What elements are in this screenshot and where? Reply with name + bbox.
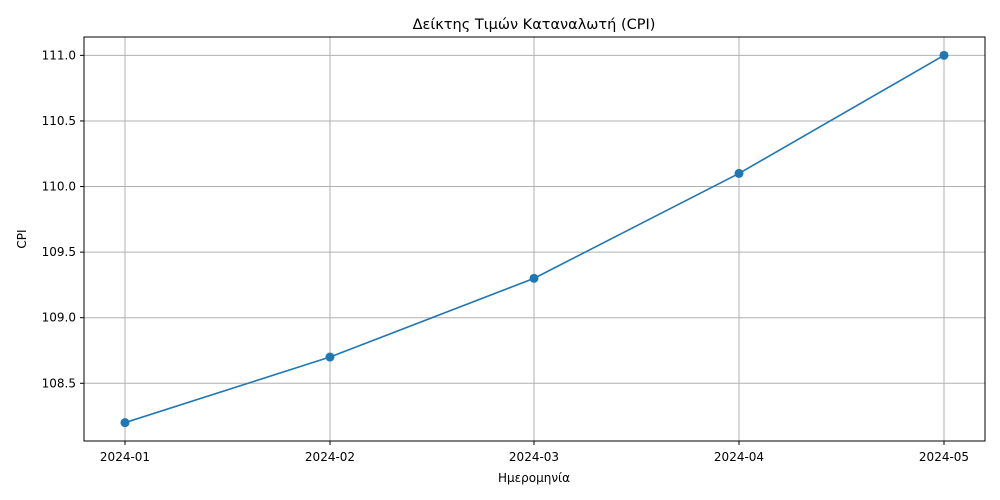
y-tick-label: 110.0 [42, 180, 76, 194]
data-point [120, 418, 130, 428]
y-axis-ticks: 108.5 109.0 109.5 110.0 110.5 111.0 [42, 48, 84, 390]
data-point [325, 352, 335, 362]
data-point [529, 273, 539, 283]
data-point [734, 168, 744, 178]
x-tick-label: 2024-01 [100, 450, 150, 464]
series-layer [120, 50, 949, 428]
chart-title: Δείκτης Τιμών Καταναλωτή (CPI) [413, 17, 656, 33]
grid-lines [84, 37, 985, 441]
x-tick-label: 2024-02 [305, 450, 355, 464]
x-axis-ticks: 2024-01 2024-02 2024-03 2024-04 2024-05 [100, 441, 969, 464]
y-tick-label: 109.5 [42, 245, 76, 259]
x-tick-label: 2024-04 [714, 450, 764, 464]
y-tick-label: 108.5 [42, 376, 76, 390]
x-axis-label: Ημερομηνία [498, 471, 570, 485]
y-axis-label: CPI [15, 229, 29, 248]
y-tick-label: 110.5 [42, 114, 76, 128]
data-point [939, 50, 949, 60]
y-tick-label: 109.0 [42, 311, 76, 325]
x-tick-label: 2024-05 [919, 450, 969, 464]
y-tick-label: 111.0 [42, 48, 76, 62]
x-tick-label: 2024-03 [509, 450, 559, 464]
